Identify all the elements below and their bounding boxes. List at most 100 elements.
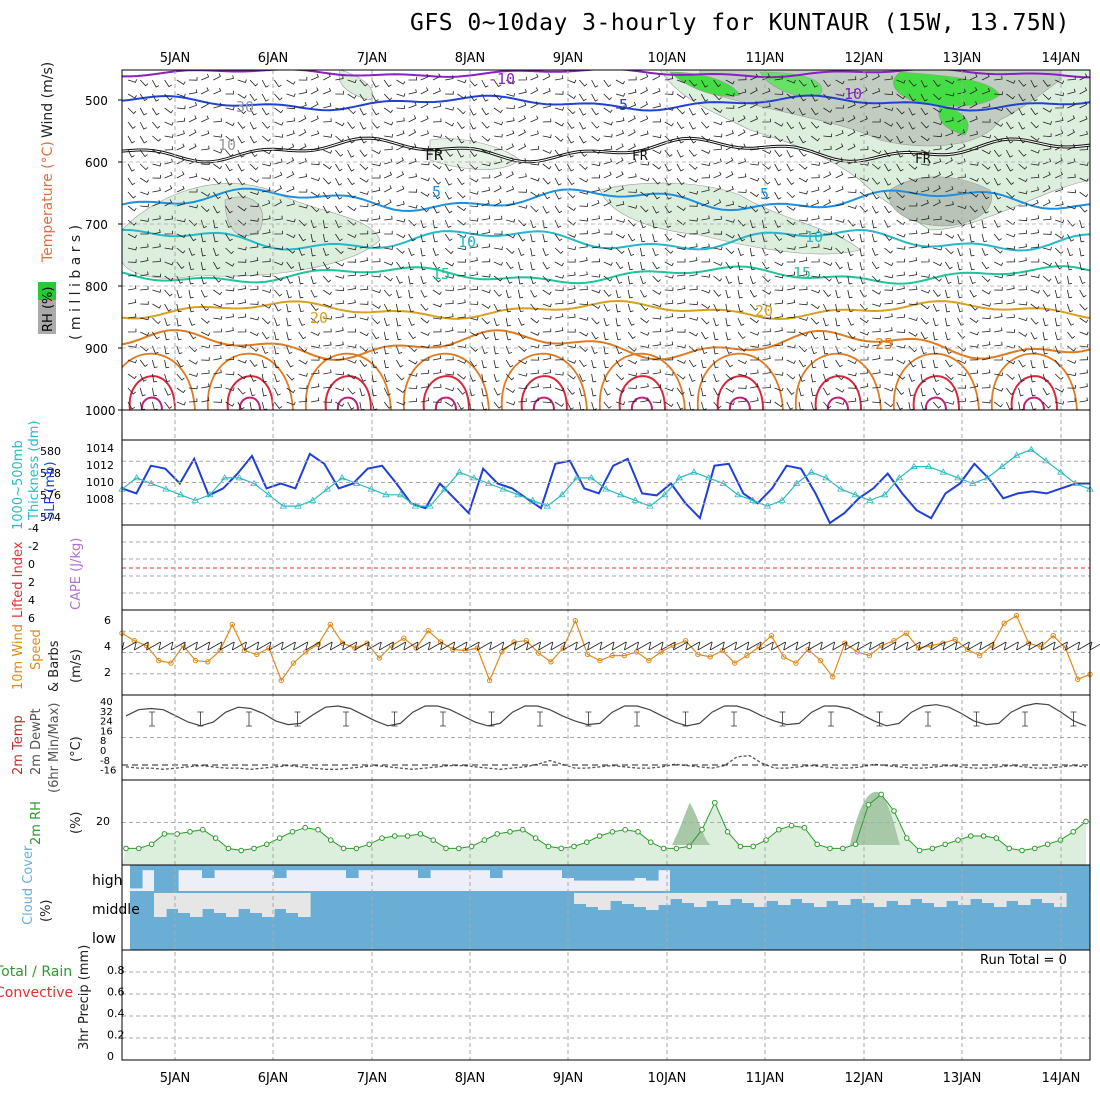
wind-barb (994, 274, 1004, 279)
wind-barb (749, 219, 756, 229)
wind-barb (737, 372, 747, 377)
wind-barb (1042, 246, 1052, 251)
surface-wind-barb (979, 641, 994, 651)
wind-point (1050, 633, 1056, 639)
wind-barb (408, 247, 415, 257)
wind-barb (274, 275, 284, 282)
wind-barb (518, 289, 524, 299)
wind-barb (872, 341, 881, 347)
wind-barb (1018, 121, 1026, 130)
wind-barb (286, 289, 293, 299)
cloud-high-bar (214, 865, 227, 871)
wind-barb (127, 401, 135, 410)
wind-barb (505, 317, 511, 327)
wind-barb (237, 344, 247, 348)
wind-barb (335, 191, 343, 200)
wind-barb (383, 79, 392, 88)
wind-barb (237, 93, 247, 99)
cloud-middle-bar (910, 893, 923, 899)
wind-barb (359, 79, 368, 87)
wind-barb (225, 287, 235, 292)
surface-wind-barb (293, 641, 308, 651)
slp-tick-label: 1014 (86, 442, 114, 455)
wind-barb (652, 399, 662, 404)
thickness-point (631, 496, 640, 503)
rh-blob (888, 176, 992, 227)
wind-barb (689, 230, 698, 235)
wind-barb (152, 373, 157, 383)
wind-barb (176, 117, 186, 123)
wind-barb (1042, 261, 1052, 267)
wind-barb (213, 247, 220, 257)
cloud-high-bar (622, 865, 635, 881)
wind-barb (310, 161, 320, 166)
contour-label: -10 (488, 70, 515, 88)
wind-barb (579, 331, 589, 337)
wind-barb (530, 317, 540, 324)
wind-barb (908, 93, 916, 102)
wind-barb (884, 107, 894, 112)
wind-barb (945, 261, 953, 270)
wind-barb (1055, 219, 1065, 224)
wind-barb (628, 76, 637, 81)
wind-barb (347, 205, 357, 212)
wind-barb (652, 73, 661, 81)
wind-barb (908, 217, 918, 222)
wind-barb (493, 359, 499, 369)
thickness-point (367, 485, 376, 492)
wind-barb (603, 246, 613, 251)
wind-barb (444, 163, 453, 172)
wind-barb (615, 401, 625, 406)
rh-point (660, 845, 667, 852)
wind-barb (884, 219, 891, 228)
wind-barb (359, 107, 367, 116)
temperature-contour (122, 299, 1090, 321)
wind-barb (518, 158, 527, 165)
wind-barb (432, 177, 441, 185)
wind-barb (445, 106, 455, 111)
cloud-middle-bar (154, 893, 167, 917)
thickness-point (939, 468, 948, 475)
wind-barb (432, 369, 442, 375)
wind-barb (237, 121, 246, 129)
wind-barb (530, 205, 539, 213)
cloud-high-bar (778, 865, 791, 891)
wind-barb (1006, 233, 1016, 238)
wind-barb (457, 285, 466, 291)
wind-barb (139, 149, 148, 158)
wind-barb (237, 285, 247, 291)
wind-barb (152, 289, 162, 293)
rh-point (916, 847, 923, 854)
wind-barb (1042, 317, 1049, 327)
wind-barb (469, 93, 477, 102)
wind-barb (737, 173, 747, 179)
cloud-high-bar (634, 865, 647, 878)
rh-point (622, 826, 629, 833)
wind-barb (932, 401, 942, 409)
wind-barb (1018, 202, 1027, 207)
wind-barb (262, 215, 271, 221)
wind-barb (774, 274, 784, 279)
slp-line (121, 452, 1090, 525)
wind-barb (481, 121, 490, 129)
wind-barb (1067, 76, 1076, 81)
wind-barb (835, 345, 842, 354)
wind-barb (603, 171, 612, 179)
wind-barb (896, 149, 904, 158)
wind-barb (933, 145, 942, 151)
wind-barb (274, 171, 283, 179)
wind-barb (725, 289, 731, 299)
wind-barb (371, 187, 381, 193)
wind-barb (420, 161, 430, 166)
wind-barb (335, 135, 344, 142)
cloud-middle-bar (730, 893, 743, 899)
rh-line (126, 793, 1087, 852)
wind-barb (298, 204, 308, 209)
wind-barb (225, 219, 232, 228)
wind-barb (786, 121, 795, 130)
wind-point (732, 660, 738, 666)
wind-barb (225, 371, 235, 376)
surface-wind-barb (1040, 641, 1056, 651)
wind-barb (1042, 158, 1052, 165)
wind-barb (225, 300, 235, 305)
